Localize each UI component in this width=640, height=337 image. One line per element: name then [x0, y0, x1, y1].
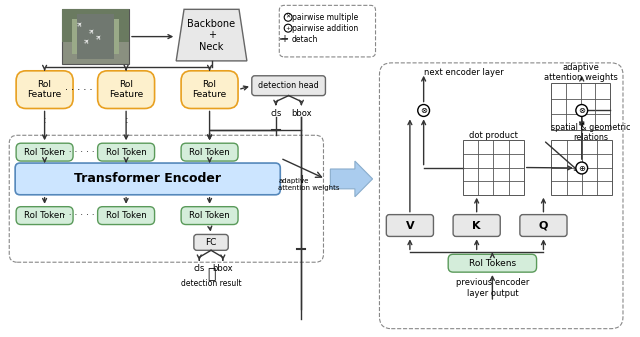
Text: RoI Token: RoI Token [24, 148, 65, 157]
Text: ✈: ✈ [83, 37, 91, 45]
Text: K: K [472, 220, 481, 231]
Text: RoI
Feature: RoI Feature [28, 80, 61, 99]
Text: +: + [285, 26, 291, 31]
Text: ⊗: ⊗ [420, 106, 427, 115]
FancyBboxPatch shape [181, 207, 238, 224]
Text: previous encoder
layer output: previous encoder layer output [456, 278, 529, 298]
Text: cls: cls [193, 264, 205, 273]
Bar [62, 9, 129, 64]
Text: next encoder layer: next encoder layer [424, 68, 504, 77]
Text: FC: FC [205, 238, 217, 247]
Text: ⌣: ⌣ [207, 267, 215, 281]
Text: ✕: ✕ [285, 15, 291, 20]
Text: detection result: detection result [180, 279, 241, 287]
Text: ✈: ✈ [76, 20, 84, 28]
Bar [463, 140, 524, 195]
Text: detection head: detection head [259, 81, 319, 90]
Bar [77, 14, 115, 59]
Text: adaptive
attention weights: adaptive attention weights [544, 63, 618, 83]
Text: bbox: bbox [291, 109, 312, 118]
Text: V: V [406, 220, 414, 231]
FancyBboxPatch shape [98, 207, 155, 224]
Text: RoI Token: RoI Token [24, 211, 65, 220]
Text: adaptive
attention weights: adaptive attention weights [278, 178, 340, 191]
Text: +: + [280, 34, 288, 44]
Text: dot product: dot product [469, 131, 518, 140]
Text: :: : [43, 115, 47, 125]
Text: RoI Token: RoI Token [106, 148, 147, 157]
Text: Transformer Encoder: Transformer Encoder [74, 173, 221, 185]
FancyBboxPatch shape [16, 71, 73, 109]
FancyBboxPatch shape [448, 254, 536, 272]
FancyBboxPatch shape [181, 143, 238, 161]
FancyBboxPatch shape [252, 76, 326, 96]
Text: · · · · · ·: · · · · · · [63, 211, 95, 220]
Text: spatial & geometric
relations: spatial & geometric relations [551, 123, 630, 142]
FancyBboxPatch shape [453, 215, 500, 237]
Circle shape [576, 104, 588, 116]
FancyBboxPatch shape [520, 215, 567, 237]
Bar [551, 83, 610, 130]
Text: RoI
Feature: RoI Feature [193, 80, 227, 99]
FancyBboxPatch shape [279, 5, 376, 57]
FancyBboxPatch shape [16, 207, 73, 224]
Text: · · · · ·: · · · · · [65, 85, 93, 95]
Text: Q: Q [539, 220, 548, 231]
FancyBboxPatch shape [194, 235, 228, 250]
Circle shape [284, 24, 292, 32]
Text: RoI Token: RoI Token [189, 211, 230, 220]
Text: ✈: ✈ [95, 33, 104, 41]
FancyBboxPatch shape [98, 143, 155, 161]
Text: · · · · · ·: · · · · · · [63, 148, 95, 157]
FancyBboxPatch shape [181, 71, 238, 109]
Text: :: : [124, 115, 128, 125]
Text: ✈: ✈ [88, 27, 96, 35]
Text: cls: cls [270, 109, 282, 118]
Text: Backbone
+
Neck: Backbone + Neck [188, 19, 236, 52]
Text: ⊗: ⊗ [579, 106, 585, 115]
Text: RoI Tokens: RoI Tokens [469, 259, 516, 268]
FancyBboxPatch shape [387, 215, 433, 237]
Circle shape [284, 13, 292, 21]
Text: RoI Token: RoI Token [106, 211, 147, 220]
Bar [72, 19, 119, 54]
FancyBboxPatch shape [15, 163, 280, 195]
Text: RoI
Feature: RoI Feature [109, 80, 143, 99]
FancyBboxPatch shape [98, 71, 155, 109]
Text: detach: detach [292, 35, 319, 43]
FancyBboxPatch shape [16, 143, 73, 161]
Circle shape [576, 162, 588, 174]
Text: RoI Token: RoI Token [189, 148, 230, 157]
Polygon shape [330, 161, 372, 197]
Circle shape [418, 104, 429, 116]
Polygon shape [176, 9, 247, 61]
FancyBboxPatch shape [380, 63, 623, 329]
Text: bbox: bbox [212, 264, 233, 273]
Text: ⊕: ⊕ [579, 163, 585, 173]
Bar [551, 140, 612, 195]
Text: pairwise multiple: pairwise multiple [292, 13, 358, 22]
Bar [62, 9, 129, 42]
Text: pairwise addition: pairwise addition [292, 24, 358, 33]
